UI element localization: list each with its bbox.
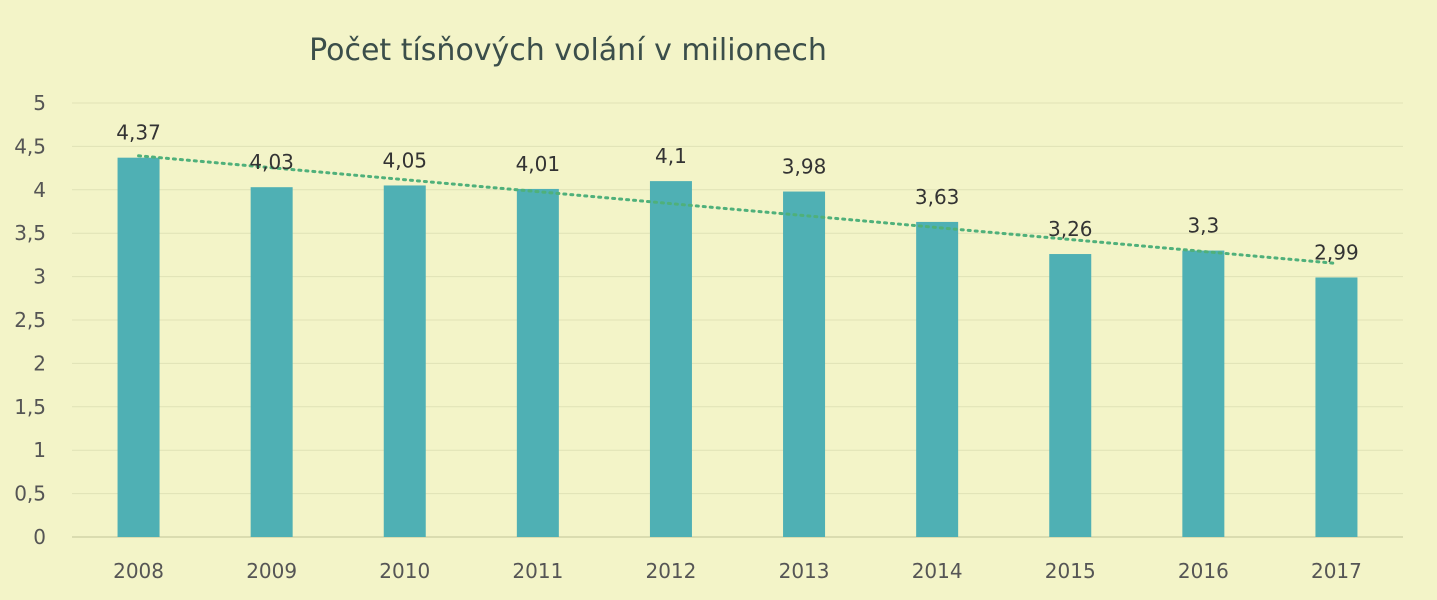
bar (117, 157, 160, 537)
bar (1315, 277, 1358, 537)
bar (649, 181, 692, 537)
y-axis-ticks: 0 0,5 1 1,5 2 2,5 3 3,5 4 4,5 5 (14, 91, 46, 549)
data-label: 3,3 (1187, 214, 1219, 238)
x-tick-label: 2010 (379, 559, 430, 583)
bar (1182, 250, 1225, 537)
bar (383, 185, 426, 537)
x-tick-label: 2016 (1178, 559, 1229, 583)
chart-title: Počet tísňových volání v milionech (309, 33, 827, 68)
x-axis-ticks: 2008 2009 2010 2011 2012 2013 2014 2015 2016 2017 (113, 559, 1362, 583)
y-tick-label: 0,5 (14, 482, 46, 506)
y-tick-label: 3 (33, 265, 46, 289)
x-tick-label: 2013 (779, 559, 830, 583)
x-tick-label: 2008 (113, 559, 164, 583)
bar (916, 221, 959, 537)
bar (516, 188, 559, 537)
bar (1049, 254, 1092, 538)
data-label: 3,98 (782, 155, 827, 179)
y-tick-label: 2,5 (14, 308, 46, 332)
data-label: 4,01 (516, 152, 561, 176)
x-tick-label: 2017 (1311, 559, 1362, 583)
grid-lines (72, 102, 1403, 538)
x-tick-label: 2015 (1045, 559, 1096, 583)
y-tick-label: 1 (33, 438, 46, 462)
data-label: 3,26 (1048, 217, 1093, 241)
x-tick-label: 2009 (246, 559, 297, 583)
data-labels: 4,37 4,03 4,05 4,01 4,1 3,98 3,63 3,26 3,3 2,99 (116, 121, 1358, 265)
x-tick-label: 2011 (512, 559, 563, 583)
x-tick-label: 2012 (645, 559, 696, 583)
data-label: 4,05 (382, 148, 427, 172)
trendline-layer (137, 154, 1338, 265)
trendline (137, 154, 1338, 265)
y-tick-label: 4 (33, 178, 46, 202)
y-tick-label: 3,5 (14, 221, 46, 245)
y-tick-label: 5 (33, 91, 46, 115)
y-tick-label: 0 (33, 525, 46, 549)
y-tick-label: 2 (33, 351, 46, 375)
x-tick-label: 2014 (912, 559, 963, 583)
y-tick-label: 1,5 (14, 395, 46, 419)
data-label: 2,99 (1314, 240, 1359, 264)
data-label: 3,63 (915, 185, 960, 209)
bars (117, 157, 1358, 538)
bar (250, 187, 293, 538)
data-label: 4,1 (655, 144, 687, 168)
y-tick-label: 4,5 (14, 134, 46, 158)
data-label: 4,03 (249, 150, 294, 174)
bar (783, 191, 826, 537)
data-label: 4,37 (116, 121, 161, 145)
